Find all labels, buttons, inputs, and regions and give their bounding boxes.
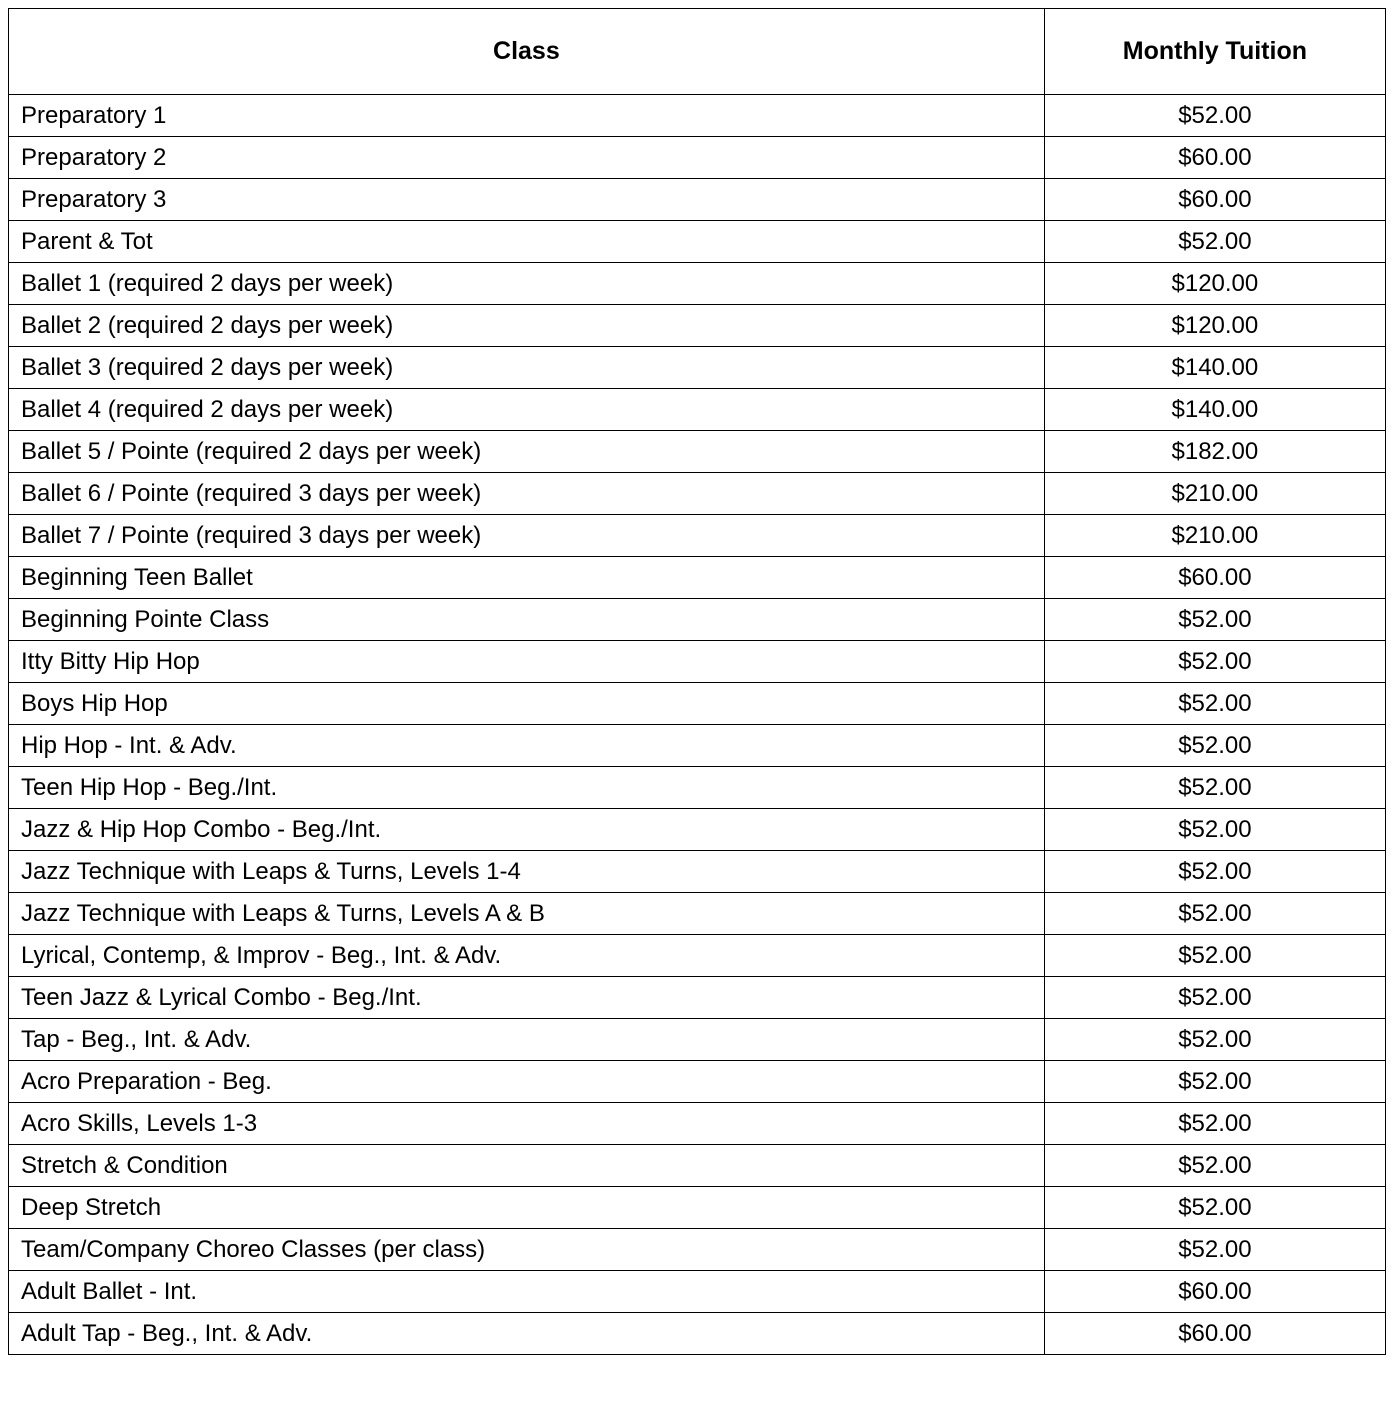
tuition-cell: $210.00 [1044,515,1385,557]
class-name-cell: Ballet 3 (required 2 days per week) [9,347,1045,389]
class-name-cell: Deep Stretch [9,1187,1045,1229]
tuition-cell: $52.00 [1044,893,1385,935]
tuition-cell: $140.00 [1044,389,1385,431]
tuition-cell: $52.00 [1044,977,1385,1019]
tuition-cell: $52.00 [1044,221,1385,263]
table-row: Acro Skills, Levels 1-3$52.00 [9,1103,1386,1145]
table-row: Jazz Technique with Leaps & Turns, Level… [9,893,1386,935]
tuition-cell: $182.00 [1044,431,1385,473]
table-row: Itty Bitty Hip Hop$52.00 [9,641,1386,683]
tuition-cell: $52.00 [1044,1187,1385,1229]
class-name-cell: Adult Ballet - Int. [9,1271,1045,1313]
column-header-tuition: Monthly Tuition [1044,9,1385,95]
class-name-cell: Tap - Beg., Int. & Adv. [9,1019,1045,1061]
class-name-cell: Jazz & Hip Hop Combo - Beg./Int. [9,809,1045,851]
class-name-cell: Adult Tap - Beg., Int. & Adv. [9,1313,1045,1355]
table-row: Beginning Teen Ballet$60.00 [9,557,1386,599]
class-name-cell: Preparatory 3 [9,179,1045,221]
class-name-cell: Preparatory 2 [9,137,1045,179]
table-row: Jazz & Hip Hop Combo - Beg./Int.$52.00 [9,809,1386,851]
class-name-cell: Lyrical, Contemp, & Improv - Beg., Int. … [9,935,1045,977]
tuition-cell: $52.00 [1044,1229,1385,1271]
tuition-cell: $52.00 [1044,1061,1385,1103]
table-row: Preparatory 1$52.00 [9,95,1386,137]
class-name-cell: Acro Preparation - Beg. [9,1061,1045,1103]
table-row: Acro Preparation - Beg.$52.00 [9,1061,1386,1103]
class-name-cell: Teen Hip Hop - Beg./Int. [9,767,1045,809]
table-header-row: Class Monthly Tuition [9,9,1386,95]
tuition-cell: $52.00 [1044,641,1385,683]
table-row: Adult Tap - Beg., Int. & Adv.$60.00 [9,1313,1386,1355]
tuition-cell: $52.00 [1044,809,1385,851]
tuition-cell: $52.00 [1044,767,1385,809]
table-row: Ballet 6 / Pointe (required 3 days per w… [9,473,1386,515]
tuition-cell: $52.00 [1044,683,1385,725]
class-name-cell: Jazz Technique with Leaps & Turns, Level… [9,851,1045,893]
table-row: Parent & Tot$52.00 [9,221,1386,263]
class-name-cell: Ballet 5 / Pointe (required 2 days per w… [9,431,1045,473]
class-name-cell: Ballet 6 / Pointe (required 3 days per w… [9,473,1045,515]
table-row: Ballet 3 (required 2 days per week)$140.… [9,347,1386,389]
table-row: Hip Hop - Int. & Adv.$52.00 [9,725,1386,767]
table-row: Deep Stretch$52.00 [9,1187,1386,1229]
tuition-cell: $52.00 [1044,599,1385,641]
class-name-cell: Stretch & Condition [9,1145,1045,1187]
table-row: Adult Ballet - Int.$60.00 [9,1271,1386,1313]
table-row: Lyrical, Contemp, & Improv - Beg., Int. … [9,935,1386,977]
tuition-cell: $60.00 [1044,137,1385,179]
tuition-cell: $60.00 [1044,179,1385,221]
table-row: Ballet 7 / Pointe (required 3 days per w… [9,515,1386,557]
class-name-cell: Preparatory 1 [9,95,1045,137]
tuition-cell: $52.00 [1044,935,1385,977]
table-row: Teen Jazz & Lyrical Combo - Beg./Int.$52… [9,977,1386,1019]
class-name-cell: Jazz Technique with Leaps & Turns, Level… [9,893,1045,935]
tuition-cell: $210.00 [1044,473,1385,515]
class-name-cell: Ballet 1 (required 2 days per week) [9,263,1045,305]
table-body: Preparatory 1$52.00Preparatory 2$60.00Pr… [9,95,1386,1355]
class-name-cell: Ballet 7 / Pointe (required 3 days per w… [9,515,1045,557]
class-name-cell: Ballet 4 (required 2 days per week) [9,389,1045,431]
table-row: Team/Company Choreo Classes (per class)$… [9,1229,1386,1271]
tuition-table: Class Monthly Tuition Preparatory 1$52.0… [8,8,1386,1355]
table-row: Tap - Beg., Int. & Adv.$52.00 [9,1019,1386,1061]
table-row: Ballet 1 (required 2 days per week)$120.… [9,263,1386,305]
table-row: Stretch & Condition$52.00 [9,1145,1386,1187]
class-name-cell: Team/Company Choreo Classes (per class) [9,1229,1045,1271]
class-name-cell: Beginning Pointe Class [9,599,1045,641]
table-row: Ballet 2 (required 2 days per week)$120.… [9,305,1386,347]
table-row: Jazz Technique with Leaps & Turns, Level… [9,851,1386,893]
class-name-cell: Ballet 2 (required 2 days per week) [9,305,1045,347]
tuition-cell: $60.00 [1044,1313,1385,1355]
tuition-cell: $60.00 [1044,557,1385,599]
tuition-cell: $120.00 [1044,263,1385,305]
tuition-cell: $52.00 [1044,1103,1385,1145]
class-name-cell: Teen Jazz & Lyrical Combo - Beg./Int. [9,977,1045,1019]
table-row: Preparatory 3$60.00 [9,179,1386,221]
tuition-cell: $52.00 [1044,95,1385,137]
tuition-cell: $52.00 [1044,1145,1385,1187]
class-name-cell: Hip Hop - Int. & Adv. [9,725,1045,767]
table-row: Beginning Pointe Class$52.00 [9,599,1386,641]
tuition-cell: $140.00 [1044,347,1385,389]
table-row: Teen Hip Hop - Beg./Int.$52.00 [9,767,1386,809]
class-name-cell: Itty Bitty Hip Hop [9,641,1045,683]
class-name-cell: Acro Skills, Levels 1-3 [9,1103,1045,1145]
tuition-cell: $52.00 [1044,1019,1385,1061]
tuition-cell: $120.00 [1044,305,1385,347]
class-name-cell: Parent & Tot [9,221,1045,263]
tuition-cell: $52.00 [1044,851,1385,893]
tuition-cell: $52.00 [1044,725,1385,767]
table-row: Ballet 5 / Pointe (required 2 days per w… [9,431,1386,473]
column-header-class: Class [9,9,1045,95]
table-row: Boys Hip Hop$52.00 [9,683,1386,725]
class-name-cell: Beginning Teen Ballet [9,557,1045,599]
table-row: Ballet 4 (required 2 days per week)$140.… [9,389,1386,431]
tuition-cell: $60.00 [1044,1271,1385,1313]
table-header: Class Monthly Tuition [9,9,1386,95]
class-name-cell: Boys Hip Hop [9,683,1045,725]
table-row: Preparatory 2$60.00 [9,137,1386,179]
